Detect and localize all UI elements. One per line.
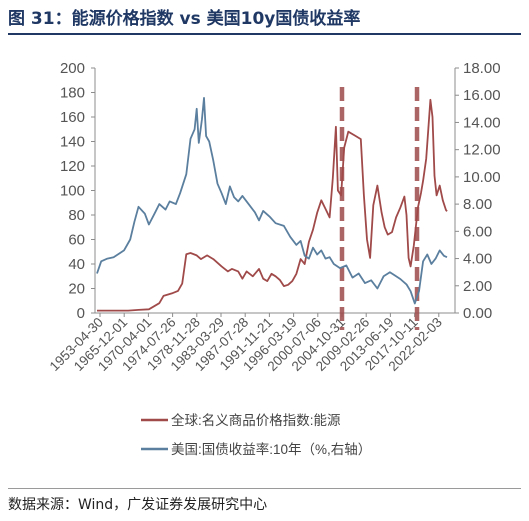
- left-tick-label: 0: [77, 305, 85, 322]
- legend-label: 全球:名义商品价格指数:能源: [171, 412, 341, 428]
- right-tick-label: 18.00: [463, 60, 501, 77]
- left-tick-label: 180: [60, 85, 85, 102]
- right-tick-label: 4.00: [463, 251, 492, 268]
- right-tick-label: 2.00: [463, 278, 492, 295]
- source-note: 数据来源：Wind，广发证券发展研究中心: [8, 497, 268, 513]
- left-tick-label: 20: [68, 281, 85, 298]
- source-divider: [8, 488, 521, 489]
- left-tick-label: 80: [68, 207, 85, 224]
- legend-label: 美国:国债收益率:10年（%,右轴）: [171, 441, 371, 457]
- left-tick-label: 160: [60, 109, 85, 126]
- right-tick-label: 0.00: [463, 305, 492, 322]
- right-tick-label: 6.00: [463, 223, 492, 240]
- left-tick-label: 140: [60, 134, 85, 151]
- left-tick-label: 120: [60, 158, 85, 175]
- left-tick-label: 60: [68, 232, 85, 249]
- right-tick-label: 10.00: [463, 169, 501, 186]
- right-tick-label: 12.00: [463, 142, 501, 159]
- title-divider: [8, 33, 521, 35]
- figure-title: 图 31：能源价格指数 vs 美国10y国债收益率: [8, 9, 361, 29]
- right-tick-label: 16.00: [463, 87, 501, 104]
- treasury-yield-line: [96, 97, 448, 305]
- energy-vs-treasury-chart: 0 20 40 60 80 100 120 140 160 180 200 0.00 2.00 4.00…: [47, 60, 501, 457]
- energy-index-line: [97, 98, 448, 312]
- left-tick-label: 100: [60, 183, 85, 200]
- left-tick-label: 200: [60, 60, 85, 77]
- right-tick-label: 8.00: [463, 196, 492, 213]
- left-tick-label: 40: [68, 256, 85, 273]
- right-tick-label: 14.00: [463, 114, 501, 131]
